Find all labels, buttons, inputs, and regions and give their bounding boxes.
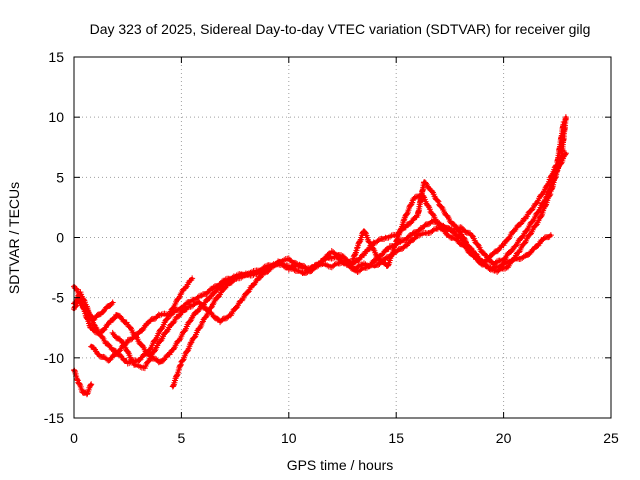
series-markers — [350, 191, 554, 273]
y-tick-label: 10 — [48, 109, 64, 125]
x-tick-label: 5 — [178, 430, 186, 446]
y-axis-label: SDTVAR / TECUs — [6, 182, 22, 294]
y-tick-label: -5 — [52, 290, 65, 306]
x-axis-label: GPS time / hours — [287, 457, 394, 473]
x-tick-label: 25 — [603, 430, 619, 446]
series-track-7 — [169, 260, 277, 390]
x-tick-label: 15 — [388, 430, 404, 446]
series-markers — [71, 297, 116, 324]
y-tick-label: 5 — [56, 169, 64, 185]
y-tick-label: 15 — [48, 49, 64, 65]
series-markers — [169, 260, 277, 390]
series-track-11 — [350, 191, 554, 273]
x-tick-label: 10 — [281, 430, 297, 446]
x-tick-label: 0 — [70, 430, 78, 446]
y-tick-label: -15 — [44, 410, 64, 426]
series-track-5 — [71, 297, 116, 324]
series-layer — [71, 114, 569, 398]
x-tick-label: 20 — [496, 430, 512, 446]
y-tick-label: -10 — [44, 350, 64, 366]
series-markers — [109, 263, 275, 372]
series-track-6 — [109, 263, 275, 372]
chart-title: Day 323 of 2025, Sidereal Day-to-day VTE… — [90, 21, 591, 37]
grid-lines — [74, 57, 611, 418]
axis-ticks: 0 5 10 15 20 25 -15 -10 -5 0 5 10 15 — [44, 49, 619, 446]
y-tick-label: 0 — [56, 230, 64, 246]
